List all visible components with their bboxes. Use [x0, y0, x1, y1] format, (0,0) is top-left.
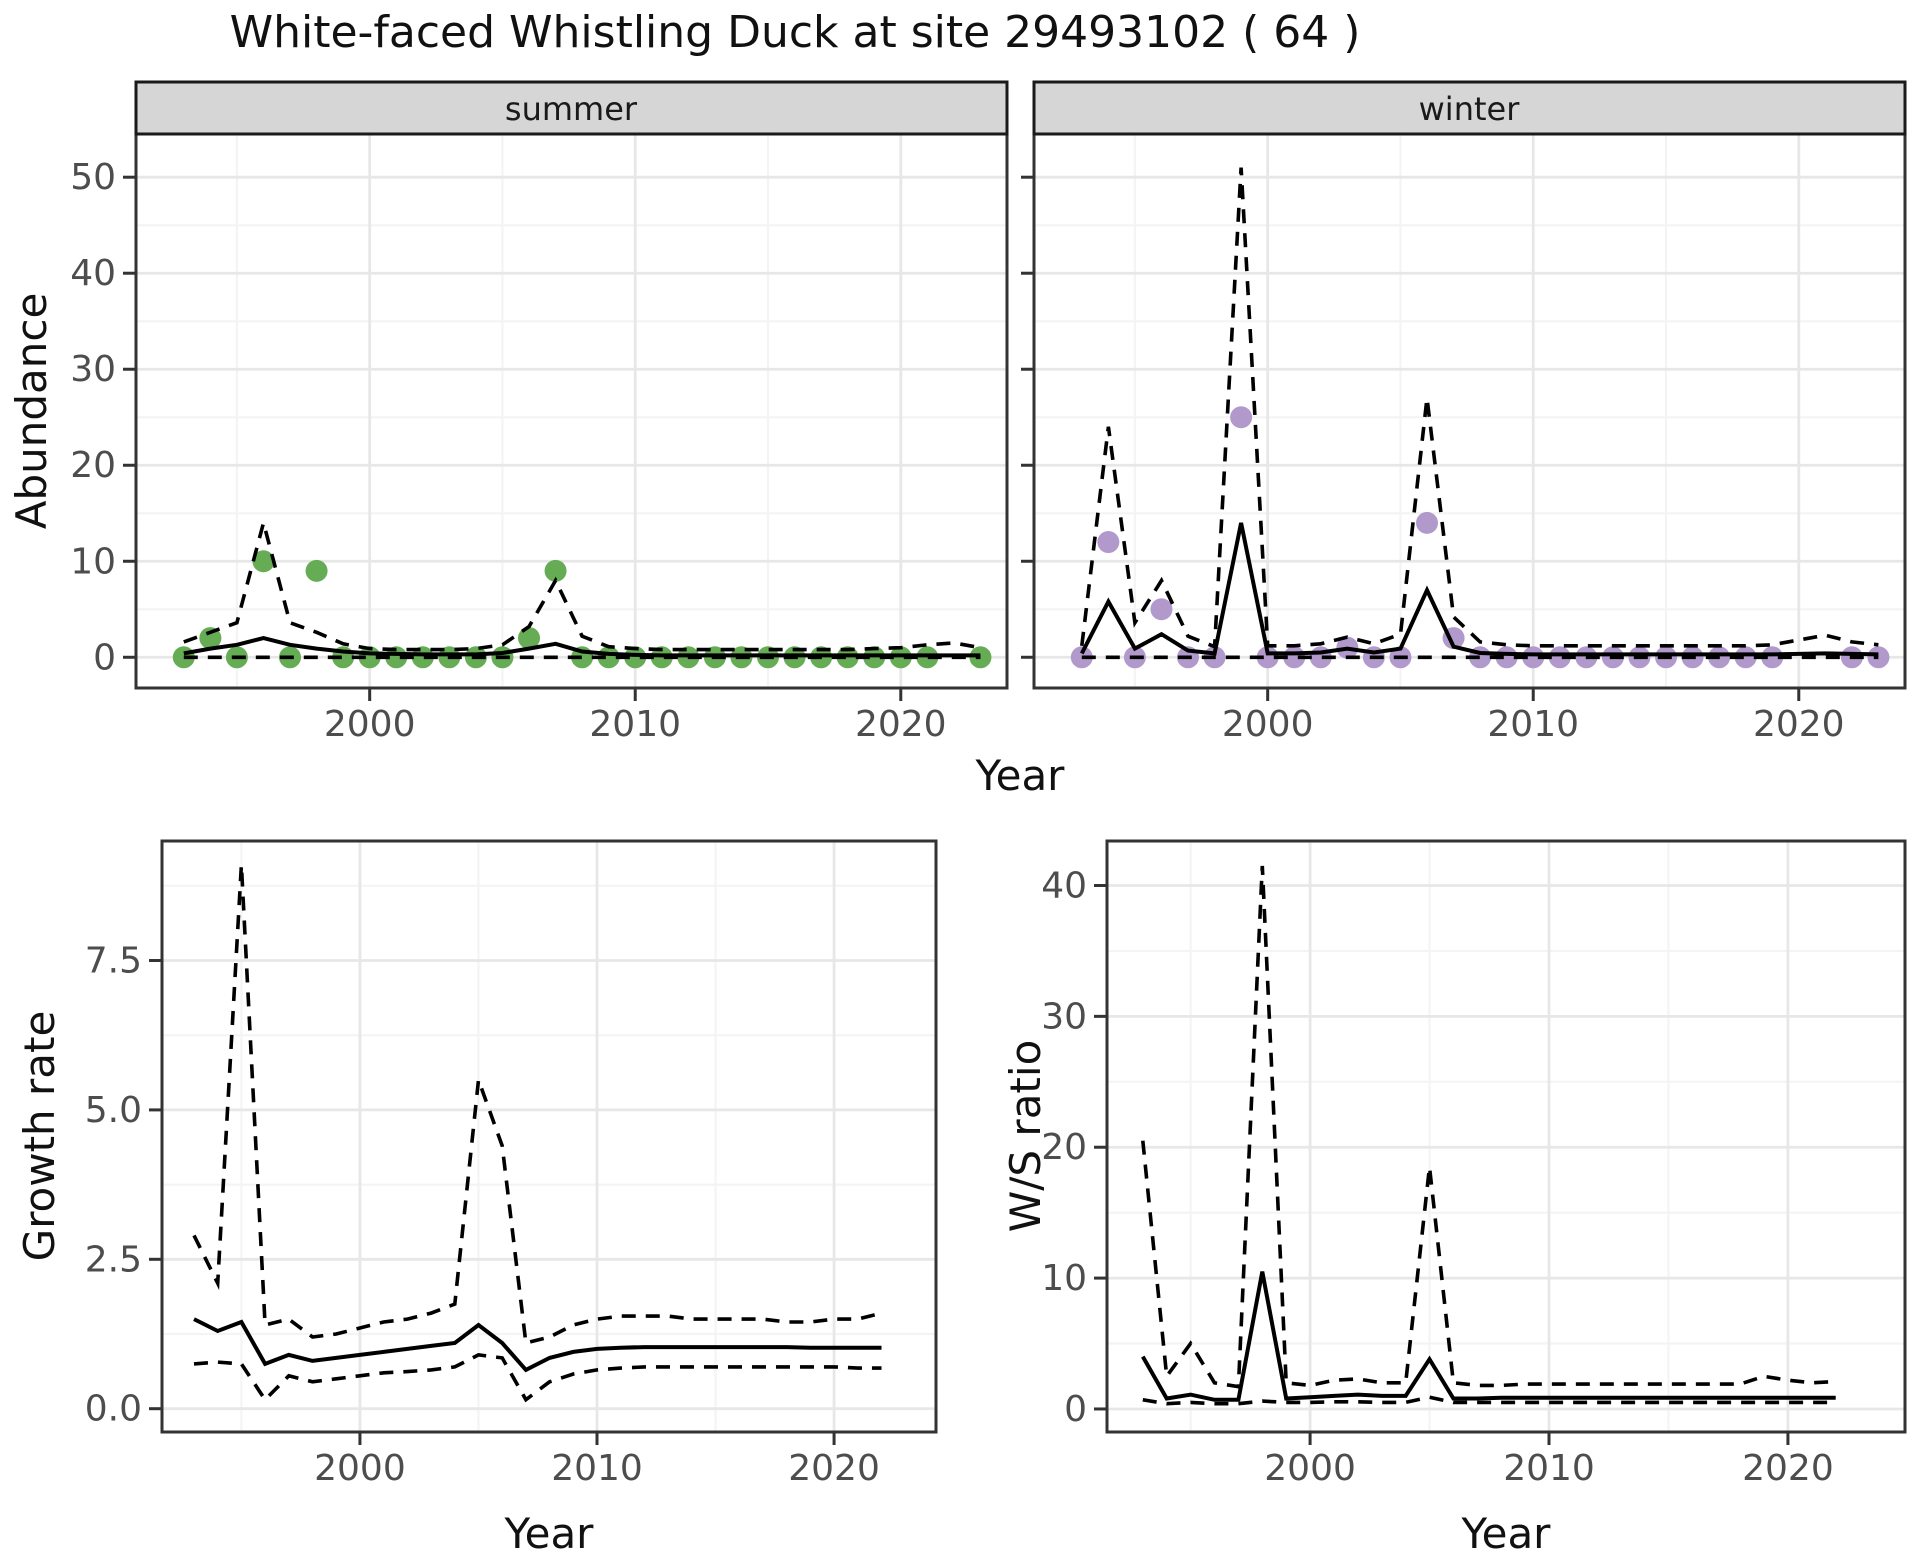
- y-tick-label: 50: [70, 157, 116, 198]
- data-point-observed: [1150, 598, 1173, 621]
- data-point-observed: [411, 646, 434, 669]
- data-point-observed: [969, 646, 992, 669]
- data-point-observed: [305, 559, 328, 582]
- facet-label-summer: summer: [505, 90, 638, 128]
- y-axis-title-abundance: Abundance: [7, 293, 56, 530]
- y-tick-label: 20: [70, 445, 116, 486]
- data-point-observed: [252, 550, 275, 573]
- panel-plot-area: [1070, 167, 1890, 669]
- data-point-observed: [624, 646, 647, 669]
- data-point-observed: [1097, 531, 1120, 554]
- y-tick-label: 0: [1064, 1389, 1087, 1430]
- data-point-observed: [1761, 646, 1784, 669]
- y-tick-label: 20: [1041, 1127, 1087, 1168]
- data-point-observed: [518, 627, 541, 650]
- y-axis-title-growth-rate: Growth rate: [15, 1011, 64, 1262]
- x-tick-label: 2020: [788, 1448, 880, 1489]
- y-tick-label: 2.5: [85, 1239, 142, 1280]
- x-axis-title-year-top: Year: [975, 751, 1066, 800]
- facet-strip-summer: [134, 80, 1009, 136]
- y-tick-label: 0: [93, 637, 116, 678]
- panel-ws-ratio: 2000 2010 2020 0 10 20 30 40: [1041, 839, 1907, 1489]
- data-point-observed: [1070, 646, 1093, 669]
- x-tick-label: 2000: [1222, 704, 1314, 745]
- x-tick-label: 2010: [589, 704, 681, 745]
- series-line-upper_ci: [1141, 865, 1836, 1389]
- panel-plot-area: [172, 515, 992, 669]
- x-tick-label: 2010: [1503, 1448, 1595, 1489]
- y-tick-label: 30: [70, 349, 116, 390]
- data-point-observed: [1416, 511, 1439, 534]
- panel-abundance-winter: 2000 2010 2020: [1021, 80, 1907, 745]
- y-tick-label: 7.5: [85, 941, 142, 982]
- y-tick-label: 10: [1041, 1258, 1087, 1299]
- panel-background: [162, 841, 936, 1432]
- data-point-observed: [544, 559, 567, 582]
- x-tick-label: 2000: [314, 1448, 406, 1489]
- series-line-upper_ci: [192, 864, 882, 1346]
- y-tick-label: 0.0: [85, 1389, 142, 1430]
- panel-background: [1034, 134, 1905, 688]
- x-tick-label: 2010: [1487, 704, 1579, 745]
- plot-title: White-faced Whistling Duck at site 29493…: [230, 7, 1361, 58]
- panel-plot-area: [1141, 865, 1836, 1406]
- y-tick-label: 10: [70, 541, 116, 582]
- series-line-mean: [193, 1317, 882, 1373]
- panel-background: [136, 134, 1007, 688]
- x-tick-label: 2020: [855, 704, 947, 745]
- series-line-mean: [1141, 1271, 1836, 1402]
- panel-border: [1105, 839, 1907, 1434]
- data-point-observed: [1734, 646, 1757, 669]
- data-point-observed: [199, 627, 222, 650]
- panel-growth-rate: 2000 2010 2020 0.0 2.5 5.0 7.5: [85, 839, 938, 1489]
- x-tick-label: 2010: [551, 1448, 643, 1489]
- data-point-observed: [385, 646, 408, 669]
- y-tick-label: 40: [1041, 865, 1087, 906]
- y-tick-label: 40: [70, 253, 116, 294]
- data-point-observed: [1522, 646, 1545, 669]
- y-axis-title-ws-ratio: W/S ratio: [1001, 1040, 1050, 1233]
- panel-background: [1107, 841, 1905, 1432]
- series-line-lower_ci: [1142, 1395, 1836, 1406]
- x-tick-label: 2020: [1753, 704, 1845, 745]
- x-tick-label: 2000: [324, 704, 416, 745]
- y-tick-label: 30: [1041, 996, 1087, 1037]
- data-point-observed: [1867, 646, 1890, 669]
- series-line-lower_ci: [193, 1353, 882, 1403]
- panel-plot-area: [192, 864, 882, 1403]
- data-point-observed: [1230, 406, 1253, 429]
- facet-strip-winter: [1032, 80, 1907, 136]
- x-axis-title-year-bottom-left: Year: [504, 1509, 595, 1558]
- x-axis-title-year-bottom-right: Year: [1461, 1509, 1552, 1558]
- y-tick-label: 5.0: [85, 1090, 142, 1131]
- x-tick-label: 2000: [1264, 1448, 1356, 1489]
- series-line-upper_ci: [183, 515, 981, 652]
- series-line-mean: [1080, 522, 1879, 657]
- data-point-observed: [1548, 646, 1571, 669]
- series-line-mean: [183, 636, 981, 658]
- facet-label-winter: winter: [1419, 90, 1521, 128]
- x-tick-label: 2020: [1742, 1448, 1834, 1489]
- panel-abundance-summer: 2000 2010 2020 0 10 20 30 40 50: [70, 80, 1009, 745]
- panel-border: [160, 839, 938, 1434]
